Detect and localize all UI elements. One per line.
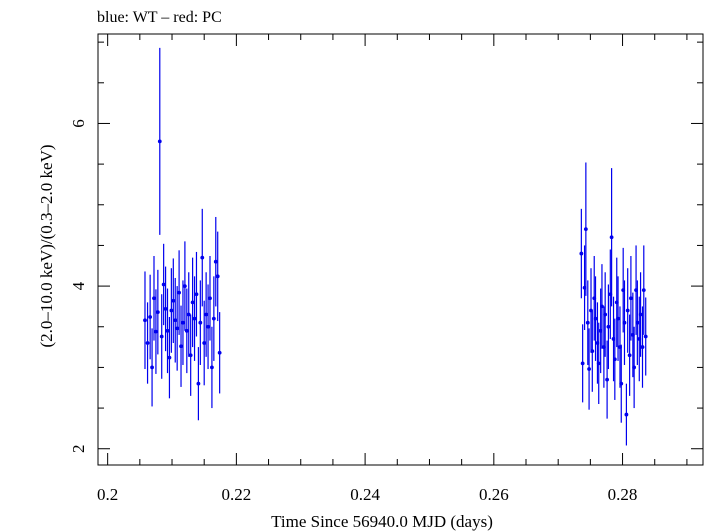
data-point bbox=[188, 353, 193, 358]
data-point bbox=[215, 274, 220, 279]
data-point bbox=[590, 349, 595, 354]
x-tick-label: 0.26 bbox=[479, 485, 509, 504]
data-point bbox=[175, 326, 180, 331]
data-point bbox=[627, 353, 632, 358]
x-tick-label: 0.28 bbox=[608, 485, 638, 504]
x-tick-label: 0.2 bbox=[97, 485, 118, 504]
data-point bbox=[640, 345, 645, 349]
data-point bbox=[150, 365, 154, 370]
data-point bbox=[603, 312, 608, 317]
y-axis-label: (2.0–10.0 keV)/(0.3–2.0 keV) bbox=[37, 144, 56, 347]
data-point bbox=[192, 316, 197, 321]
series-pc bbox=[579, 162, 648, 446]
data-point bbox=[179, 344, 183, 349]
x-tick-label: 0.24 bbox=[350, 485, 380, 504]
data-point bbox=[204, 312, 209, 317]
data-point bbox=[625, 308, 630, 313]
data-point bbox=[184, 328, 189, 333]
data-point bbox=[198, 320, 203, 325]
data-point bbox=[181, 320, 185, 325]
data-point bbox=[638, 312, 643, 317]
y-tick-label: 2 bbox=[69, 444, 88, 453]
data-point bbox=[622, 320, 627, 325]
data-point bbox=[596, 361, 601, 366]
data-point bbox=[624, 412, 629, 417]
data-point bbox=[593, 316, 598, 321]
data-point bbox=[600, 304, 604, 309]
data-point bbox=[217, 350, 222, 355]
chart-title: blue: WT – red: PC bbox=[97, 9, 222, 26]
data-point bbox=[182, 284, 187, 288]
data-point bbox=[163, 306, 168, 311]
data-point bbox=[145, 341, 150, 345]
data-point bbox=[157, 139, 162, 144]
data-point bbox=[641, 288, 646, 293]
data-point bbox=[583, 227, 588, 232]
x-tick-label: 0.22 bbox=[222, 485, 252, 504]
data-point bbox=[585, 320, 590, 325]
data-point bbox=[169, 308, 174, 313]
data-point bbox=[148, 315, 153, 319]
data-point bbox=[161, 282, 166, 287]
data-point bbox=[152, 296, 156, 301]
data-point bbox=[173, 318, 178, 323]
data-point bbox=[612, 357, 617, 362]
data-point bbox=[606, 324, 611, 329]
data-point bbox=[177, 290, 181, 295]
data-point bbox=[609, 235, 614, 240]
data-point bbox=[580, 361, 585, 366]
data-point bbox=[143, 318, 147, 323]
data-point bbox=[616, 316, 620, 321]
data-point bbox=[579, 251, 584, 256]
data-point bbox=[643, 334, 648, 339]
x-axis-label: Time Since 56940.0 MJD (days) bbox=[271, 512, 493, 531]
data-point bbox=[629, 296, 633, 301]
data-point bbox=[605, 377, 610, 382]
data-point bbox=[194, 292, 199, 297]
data-point bbox=[210, 365, 214, 370]
data-point bbox=[206, 324, 210, 329]
data-point bbox=[171, 298, 176, 303]
data-point bbox=[167, 355, 172, 360]
y-tick-label: 4 bbox=[69, 281, 88, 290]
data-point bbox=[632, 365, 637, 370]
data-marks bbox=[143, 47, 648, 446]
plot-frame bbox=[97, 33, 704, 466]
data-point bbox=[587, 367, 591, 371]
data-point bbox=[186, 312, 191, 317]
x-tick-labels: 0.2 0.22 0.24 0.26 0.28 bbox=[97, 485, 637, 504]
y-tick-labels: 2 4 6 bbox=[69, 119, 88, 453]
y-tick-label: 6 bbox=[69, 119, 88, 128]
data-point bbox=[619, 381, 624, 386]
series-wt bbox=[143, 47, 222, 421]
data-point bbox=[635, 320, 640, 325]
axis-ticks bbox=[98, 34, 703, 465]
data-point bbox=[211, 316, 216, 321]
data-point bbox=[200, 255, 205, 260]
data-point bbox=[159, 334, 164, 339]
data-point bbox=[213, 259, 218, 264]
data-point bbox=[190, 300, 195, 305]
data-point bbox=[208, 296, 212, 301]
data-point bbox=[155, 310, 160, 315]
data-point bbox=[165, 328, 170, 333]
data-point bbox=[154, 329, 158, 334]
data-point bbox=[196, 381, 201, 386]
data-point bbox=[202, 341, 207, 345]
